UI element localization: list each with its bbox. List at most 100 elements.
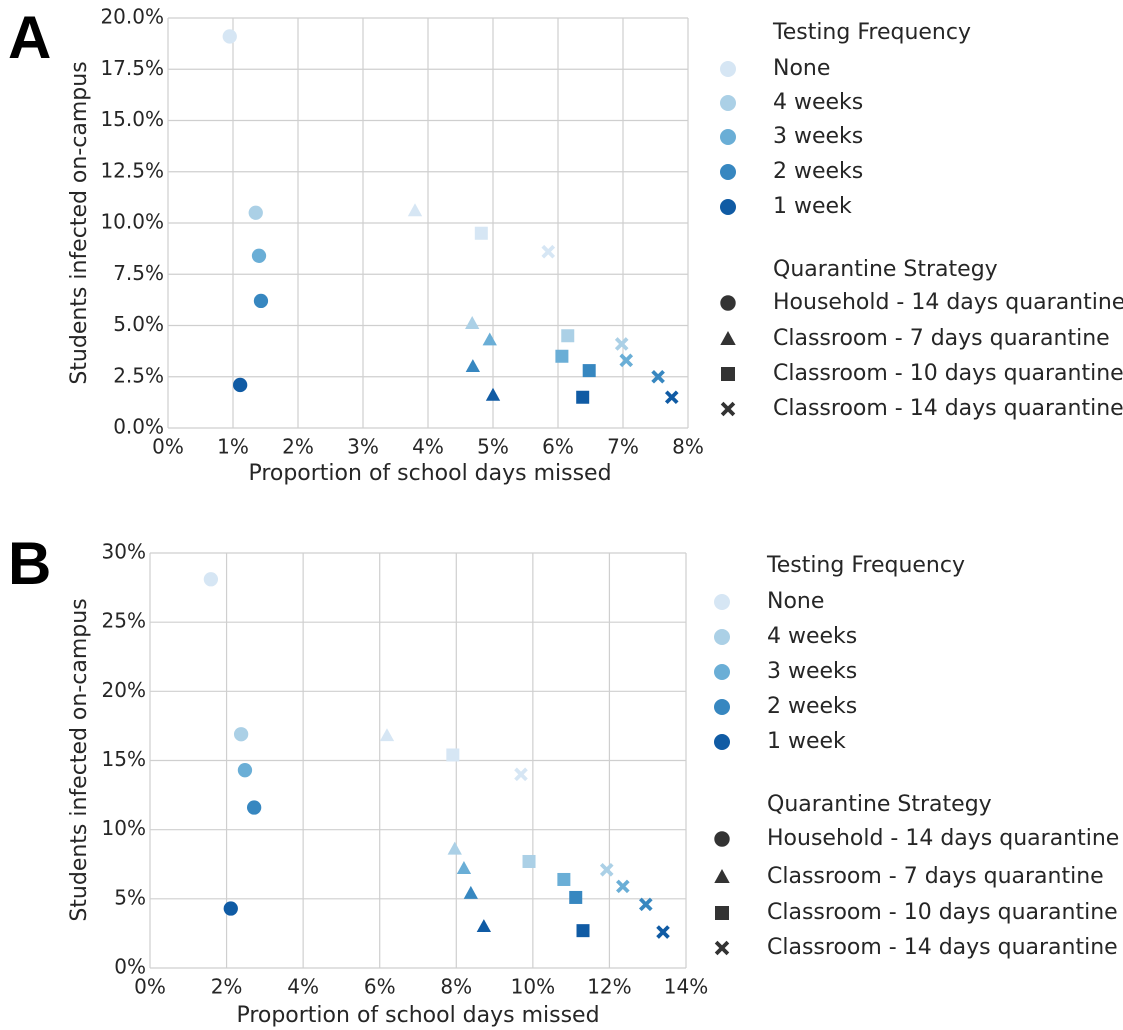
legend-marker	[720, 295, 736, 311]
data-point	[253, 293, 269, 309]
data-point	[561, 329, 575, 343]
legend-label: 4 weeks	[773, 90, 863, 115]
legend-swatch	[720, 199, 736, 215]
legend-label: None	[767, 589, 824, 614]
data-point	[614, 337, 629, 351]
legend-marker	[720, 401, 736, 417]
data-point	[246, 800, 262, 815]
x-tick-label: 4%	[412, 435, 444, 459]
x-axis-label: Proportion of school days missed	[248, 461, 611, 486]
legend-label: 2 weeks	[773, 159, 863, 184]
y-tick-label: 5%	[114, 885, 146, 909]
x-tick-label: 6%	[542, 435, 574, 459]
data-point	[482, 332, 497, 346]
data-point	[582, 364, 596, 378]
legend-swatch	[720, 61, 736, 77]
x-tick-label: 2%	[282, 435, 314, 459]
data-point	[664, 390, 679, 405]
data-point	[522, 854, 536, 868]
legend-label: Classroom - 7 days quarantine	[767, 864, 1104, 889]
x-tick-label: 12%	[587, 975, 631, 999]
data-point	[555, 349, 569, 363]
panel-label: B	[8, 530, 51, 597]
y-tick-label: 5.0%	[113, 312, 164, 336]
legend-title: Quarantine Strategy	[773, 257, 998, 282]
y-tick-label: 7.5%	[113, 261, 164, 285]
data-point	[476, 919, 492, 933]
x-tick-label: 0%	[152, 435, 184, 459]
legend-label: 2 weeks	[767, 694, 857, 719]
data-point	[447, 841, 462, 855]
x-tick-label: 5%	[477, 435, 509, 459]
legend-swatch	[714, 629, 730, 645]
data-point	[541, 244, 556, 259]
y-tick-label: 25%	[102, 609, 146, 633]
legend-label: Household - 14 days quarantine	[767, 826, 1119, 851]
x-tick-label: 1%	[217, 435, 249, 459]
data-point	[465, 359, 481, 373]
x-tick-label: 10%	[511, 975, 555, 999]
x-tick-label: 8%	[440, 975, 472, 999]
x-axis-label: Proportion of school days missed	[236, 1003, 599, 1028]
data-point	[599, 862, 614, 877]
y-tick-label: 20%	[102, 678, 146, 702]
y-tick-label: 12.5%	[100, 158, 164, 182]
legend-swatch	[714, 594, 730, 610]
data-point	[576, 390, 590, 404]
data-point	[616, 879, 630, 894]
legend-label: 3 weeks	[773, 124, 863, 149]
y-tick-label: 15.0%	[100, 107, 164, 131]
x-tick-label: 8%	[672, 435, 704, 459]
data-point	[557, 872, 571, 886]
data-point	[619, 353, 634, 368]
legend-label: None	[773, 56, 830, 81]
legend-title: Quarantine Strategy	[767, 792, 992, 817]
legend-title: Testing Frequency	[772, 20, 971, 45]
y-tick-label: 30%	[102, 540, 146, 564]
x-tick-label: 7%	[607, 435, 639, 459]
data-point	[485, 387, 501, 401]
x-tick-label: 3%	[347, 435, 379, 459]
legend-label: 1 week	[773, 194, 852, 219]
data-point	[233, 377, 248, 393]
data-point	[379, 728, 395, 742]
x-tick-label: 0%	[134, 975, 166, 999]
legend-marker	[714, 869, 730, 883]
data-point	[463, 885, 478, 899]
legend-marker	[714, 831, 730, 847]
y-tick-label: 17.5%	[100, 56, 164, 80]
panel-0: A 0% 1% 2% 3% 4% 5% 6% 7% 8% 0.0% 2.5% 5.0% 7.5% 10.0%…	[8, 4, 1123, 486]
y-tick-label: 10.0%	[100, 210, 164, 234]
data-point	[248, 205, 263, 220]
data-point	[514, 767, 528, 782]
data-point	[233, 727, 249, 742]
y-tick-label: 20.0%	[100, 5, 164, 29]
y-tick-label: 10%	[102, 816, 146, 840]
legend-marker	[721, 367, 735, 381]
data-point	[446, 748, 460, 762]
y-axis-label: Students infected on-campus	[67, 598, 92, 921]
legend-label: 3 weeks	[767, 659, 857, 684]
data-point	[474, 226, 488, 240]
legend-swatch	[720, 95, 736, 111]
legend-label: Classroom - 10 days quarantine	[773, 361, 1123, 386]
legend-marker	[720, 331, 736, 345]
data-point	[407, 203, 423, 217]
data-point	[638, 897, 653, 912]
legend-title: Testing Frequency	[766, 553, 965, 578]
data-point	[651, 369, 665, 384]
data-point	[465, 316, 480, 330]
legend-label: 1 week	[767, 729, 846, 754]
legend-marker	[714, 940, 730, 956]
legend-label: Classroom - 7 days quarantine	[773, 326, 1110, 351]
data-point	[222, 29, 237, 44]
legend-label: 4 weeks	[767, 624, 857, 649]
y-axis-label: Students infected on-campus	[67, 61, 92, 384]
legend-label: Household - 14 days quarantine	[773, 290, 1123, 315]
x-tick-label: 14%	[664, 975, 708, 999]
y-tick-label: 2.5%	[113, 363, 164, 387]
x-tick-label: 4%	[287, 975, 319, 999]
legend-swatch	[720, 164, 736, 180]
